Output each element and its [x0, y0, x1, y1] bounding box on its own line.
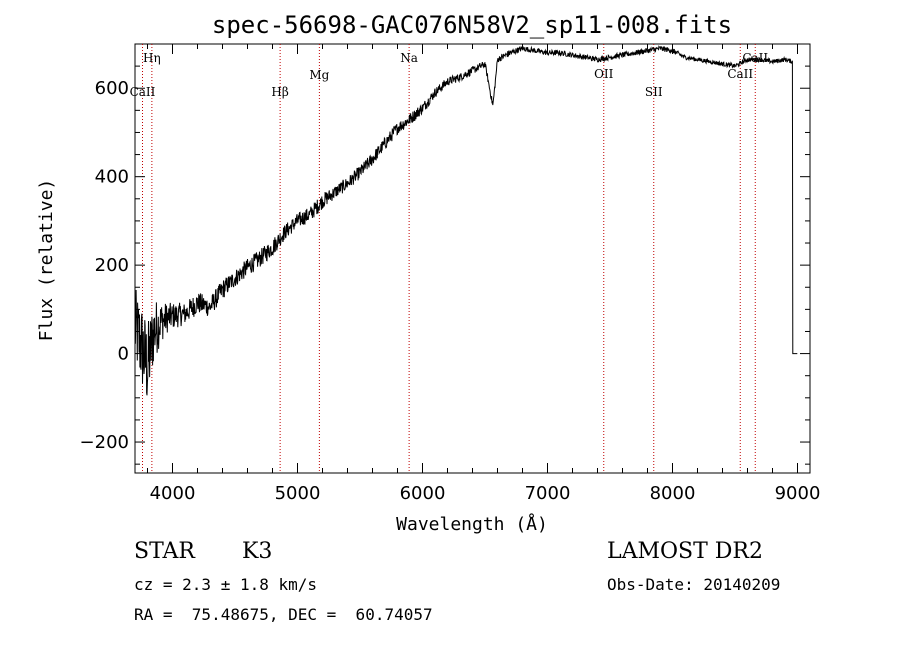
axis-ticks: 4000 5000 6000 7000 8000 9000 −200 0 200 400 600 — [80, 44, 821, 504]
plot-border — [134, 43, 811, 474]
y-tick-label: −200 — [80, 432, 129, 453]
object-subclass: K3 — [242, 539, 273, 564]
y-tick-label: 200 — [95, 255, 129, 276]
line-label: OII — [594, 67, 614, 81]
line-label: CaII — [727, 67, 753, 81]
redshift-cz: cz = 2.3 ± 1.8 km/s — [134, 575, 318, 594]
y-tick-label: 400 — [95, 167, 129, 188]
chart-title: spec-56698-GAC076N58V2_sp11-008.fits — [212, 11, 732, 39]
x-tick-label: 7000 — [525, 483, 571, 504]
x-axis-label: Wavelength (Å) — [396, 513, 548, 535]
line-label: Hβ — [271, 85, 288, 99]
coordinates: RA = 75.48675, DEC = 60.74057 — [134, 605, 433, 624]
x-tick-label: 6000 — [400, 483, 446, 504]
x-tick-label: 5000 — [275, 483, 321, 504]
plot-frame — [134, 43, 811, 474]
spectrum-line — [134, 45, 798, 396]
y-tick-label: 600 — [95, 78, 129, 99]
x-tick-label: 8000 — [650, 483, 696, 504]
line-label: Hη — [143, 51, 161, 65]
x-tick-label: 9000 — [775, 483, 821, 504]
survey-name: LAMOST DR2 — [607, 539, 763, 564]
y-tick-label: 0 — [118, 344, 129, 365]
line-label: Mg — [309, 68, 329, 82]
obs-date: Obs-Date: 20140209 — [607, 575, 781, 594]
object-class: STAR — [134, 539, 195, 564]
line-label: SII — [645, 85, 663, 99]
y-axis-label: Flux (relative) — [36, 179, 57, 342]
line-label: CaII — [130, 85, 156, 99]
x-tick-label: 4000 — [150, 483, 196, 504]
line-label: Na — [400, 51, 418, 65]
